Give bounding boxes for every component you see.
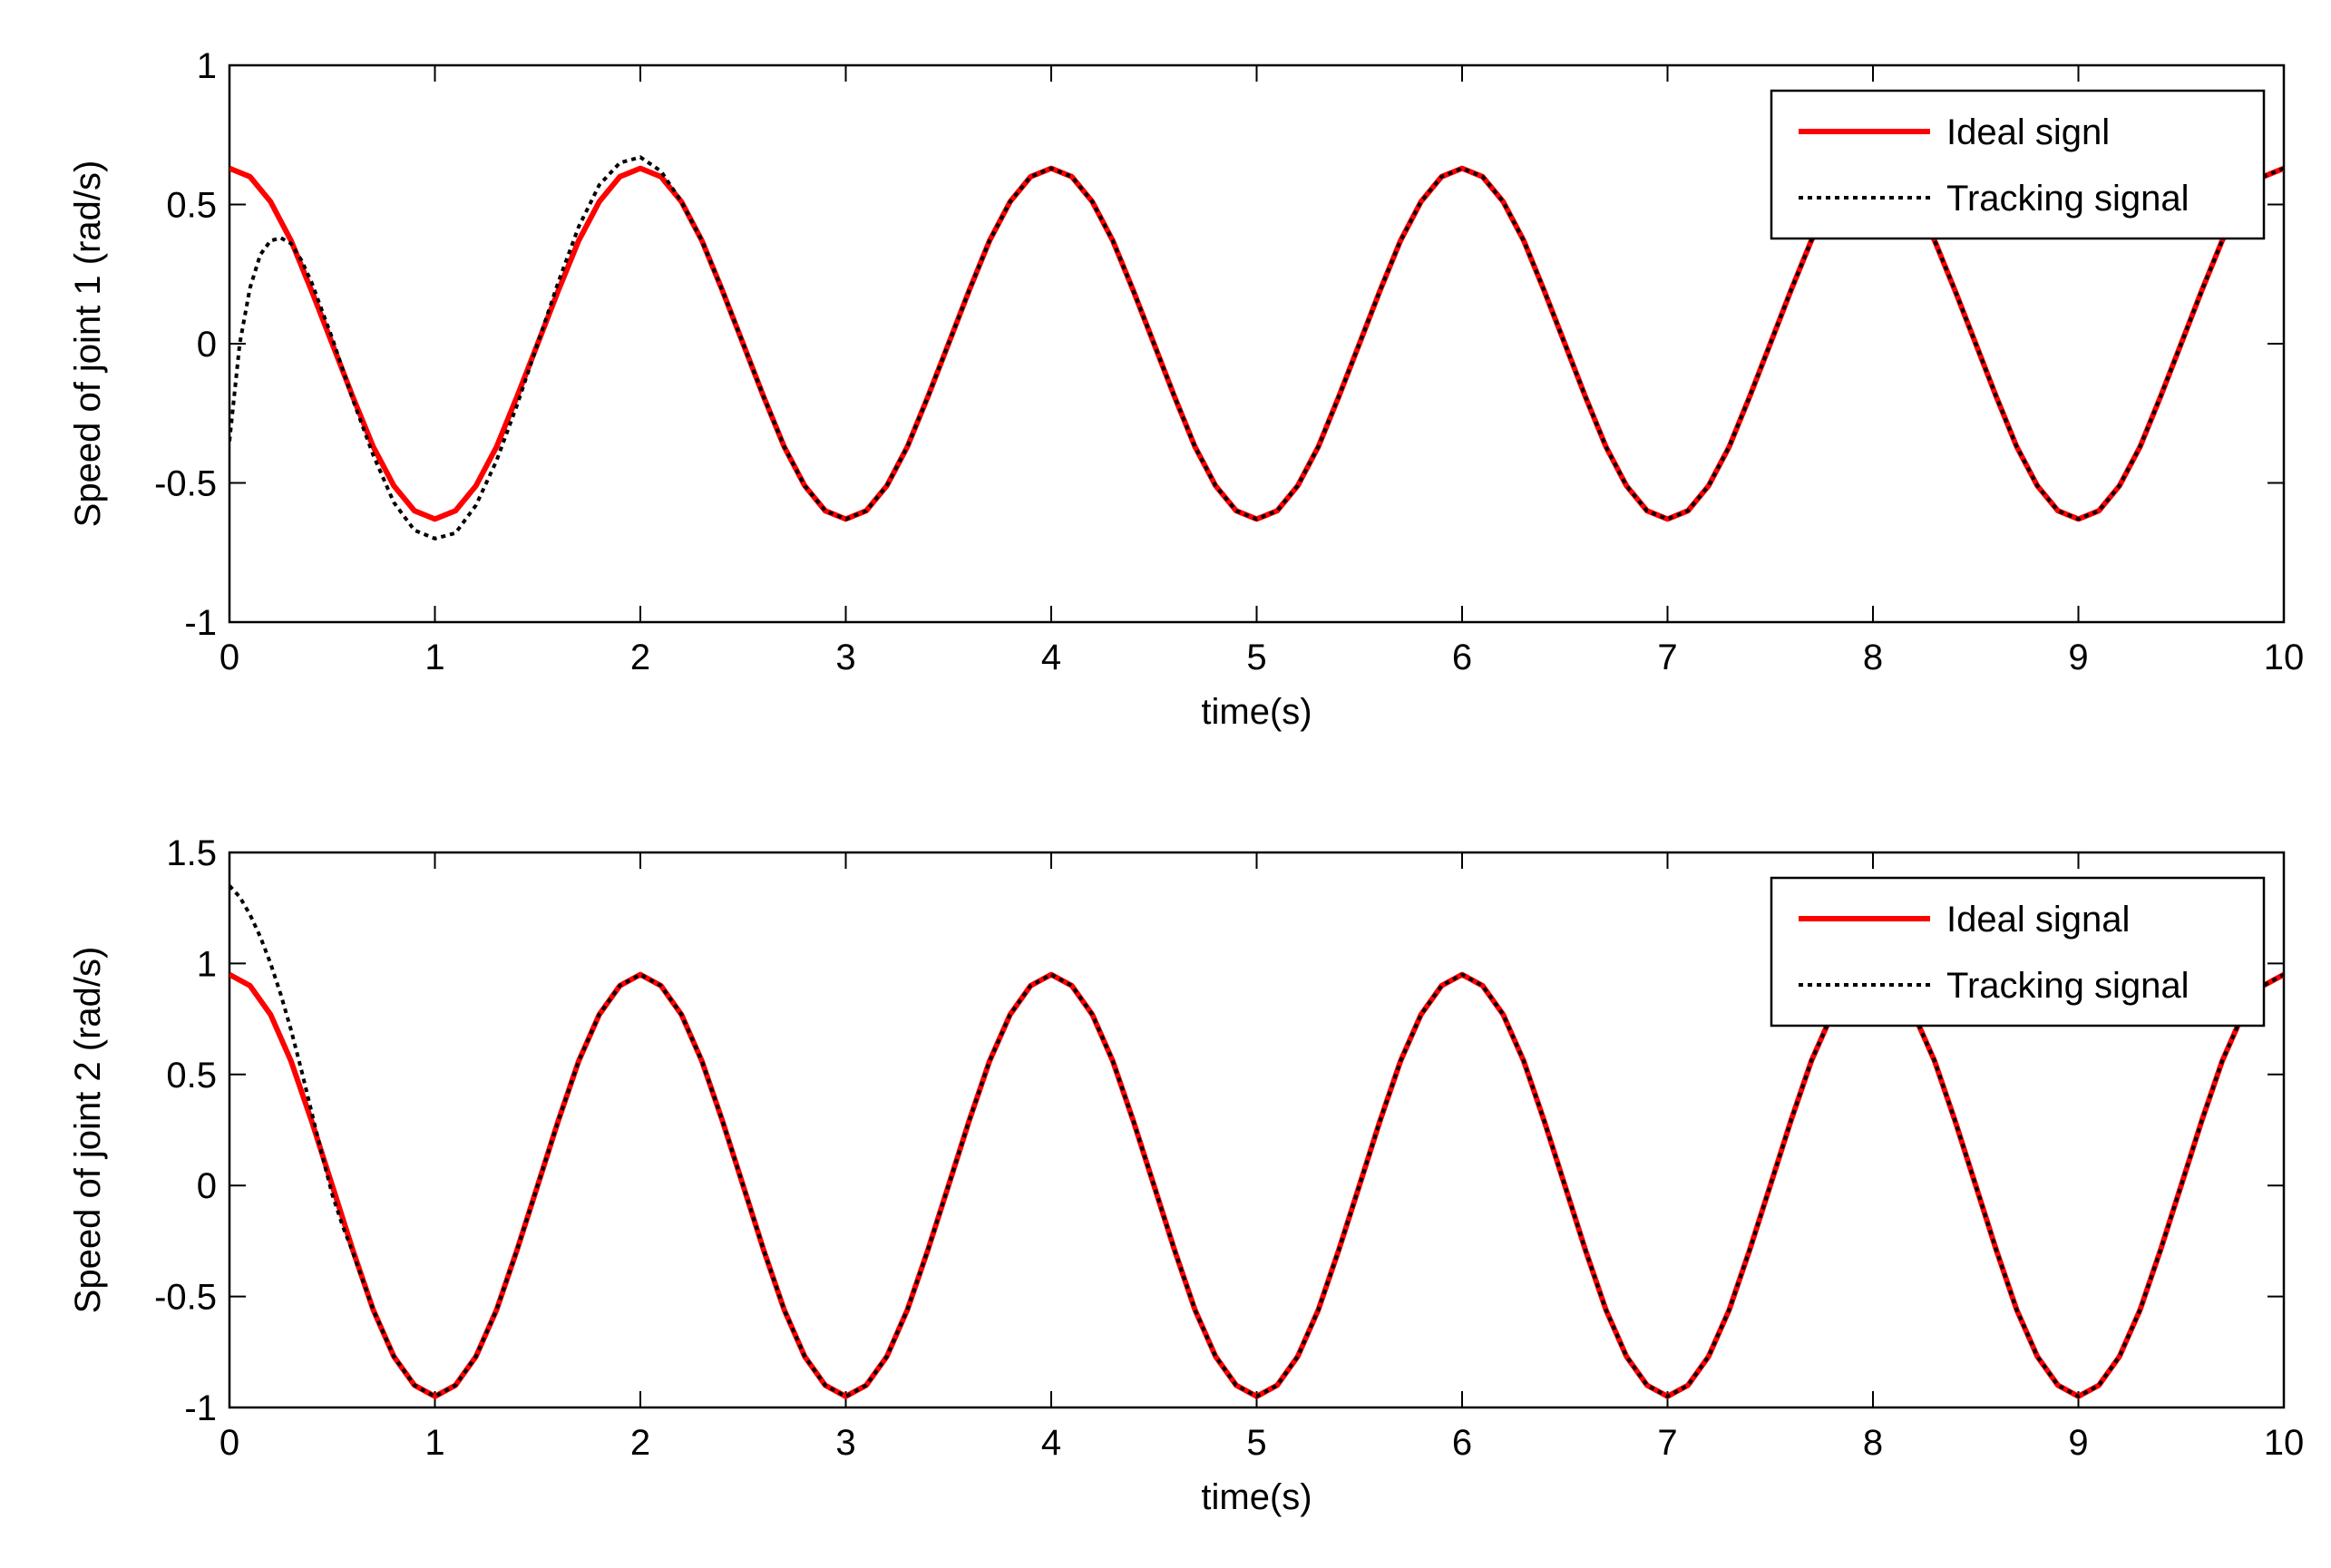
x-tick-label: 8 — [1863, 1423, 1883, 1463]
x-tick-label: 6 — [1452, 1423, 1472, 1463]
x-tick-label: 0 — [219, 638, 239, 677]
x-tick-label: 2 — [630, 638, 650, 677]
x-tick-label: 7 — [1657, 1423, 1677, 1463]
x-tick-label: 5 — [1246, 1423, 1266, 1463]
y-tick-label: 1.5 — [166, 833, 217, 873]
x-tick-label: 0 — [219, 1423, 239, 1463]
legend: Ideal signal Tracking signal — [1770, 876, 2266, 1027]
x-tick-label: 3 — [835, 638, 855, 677]
series-lines — [229, 155, 2284, 541]
x-tick-label: 3 — [835, 1423, 855, 1463]
series-line-tracking — [229, 155, 2284, 541]
x-tick-label: 2 — [630, 1423, 650, 1463]
y-tick-label: -0.5 — [154, 1278, 217, 1318]
legend-label: Tracking signal — [1946, 966, 2190, 1006]
y-axis-label: Speed of joint 1 (rad/s) — [68, 161, 108, 528]
x-tick-label: 9 — [2068, 1423, 2088, 1463]
legend-label: Tracking signal — [1946, 179, 2190, 219]
y-tick-label: -1 — [184, 603, 217, 643]
plot-joint-2-speed: 0 1 2 3 4 5 6 7 8 9 10 -1 -0.5 0 0.5 1 1.5 time(s) Speed o… — [68, 833, 2304, 1517]
y-tick-label: 1 — [197, 46, 217, 86]
plot-joint-1-speed: 0 1 2 3 4 5 6 7 8 9 10 -1 -0.5 0 0.5 1 time(s) Speed of j… — [68, 46, 2304, 732]
x-tick-label: 4 — [1041, 1423, 1061, 1463]
y-tick-label: 1 — [197, 944, 217, 984]
x-tick-label: 9 — [2068, 638, 2088, 677]
x-tick-label: 7 — [1657, 638, 1677, 677]
legend-box — [1770, 876, 2266, 1027]
x-tick-label: 1 — [424, 638, 444, 677]
x-axis-label: time(s) — [1201, 1477, 1312, 1517]
y-tick-label: -0.5 — [154, 464, 217, 504]
legend: Ideal signl Tracking signal — [1770, 89, 2266, 240]
legend-box — [1770, 89, 2266, 240]
x-tick-label: 10 — [2264, 1423, 2305, 1463]
y-tick-label: 0 — [197, 325, 217, 365]
y-tick-label: -1 — [184, 1388, 217, 1428]
y-tick-label: 0.5 — [166, 186, 217, 226]
y-axis-label: Speed of joint 2 (rad/s) — [68, 947, 108, 1314]
x-axis-label: time(s) — [1201, 692, 1312, 732]
x-tick-label: 5 — [1246, 638, 1266, 677]
x-tick-label: 10 — [2264, 638, 2305, 677]
y-tick-label: 0 — [197, 1166, 217, 1206]
x-tick-label: 6 — [1452, 638, 1472, 677]
legend-label: Ideal signl — [1946, 112, 2110, 152]
series-lines — [229, 884, 2284, 1399]
x-tick-label: 4 — [1041, 638, 1061, 677]
y-tick-label: 0.5 — [166, 1056, 217, 1096]
x-tick-label: 8 — [1863, 638, 1883, 677]
x-tick-label: 1 — [424, 1423, 444, 1463]
legend-label: Ideal signal — [1946, 900, 2130, 940]
